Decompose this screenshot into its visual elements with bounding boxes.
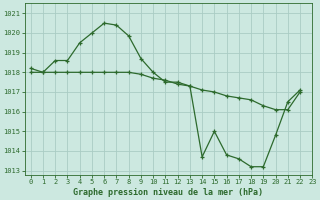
X-axis label: Graphe pression niveau de la mer (hPa): Graphe pression niveau de la mer (hPa) [74, 188, 263, 197]
